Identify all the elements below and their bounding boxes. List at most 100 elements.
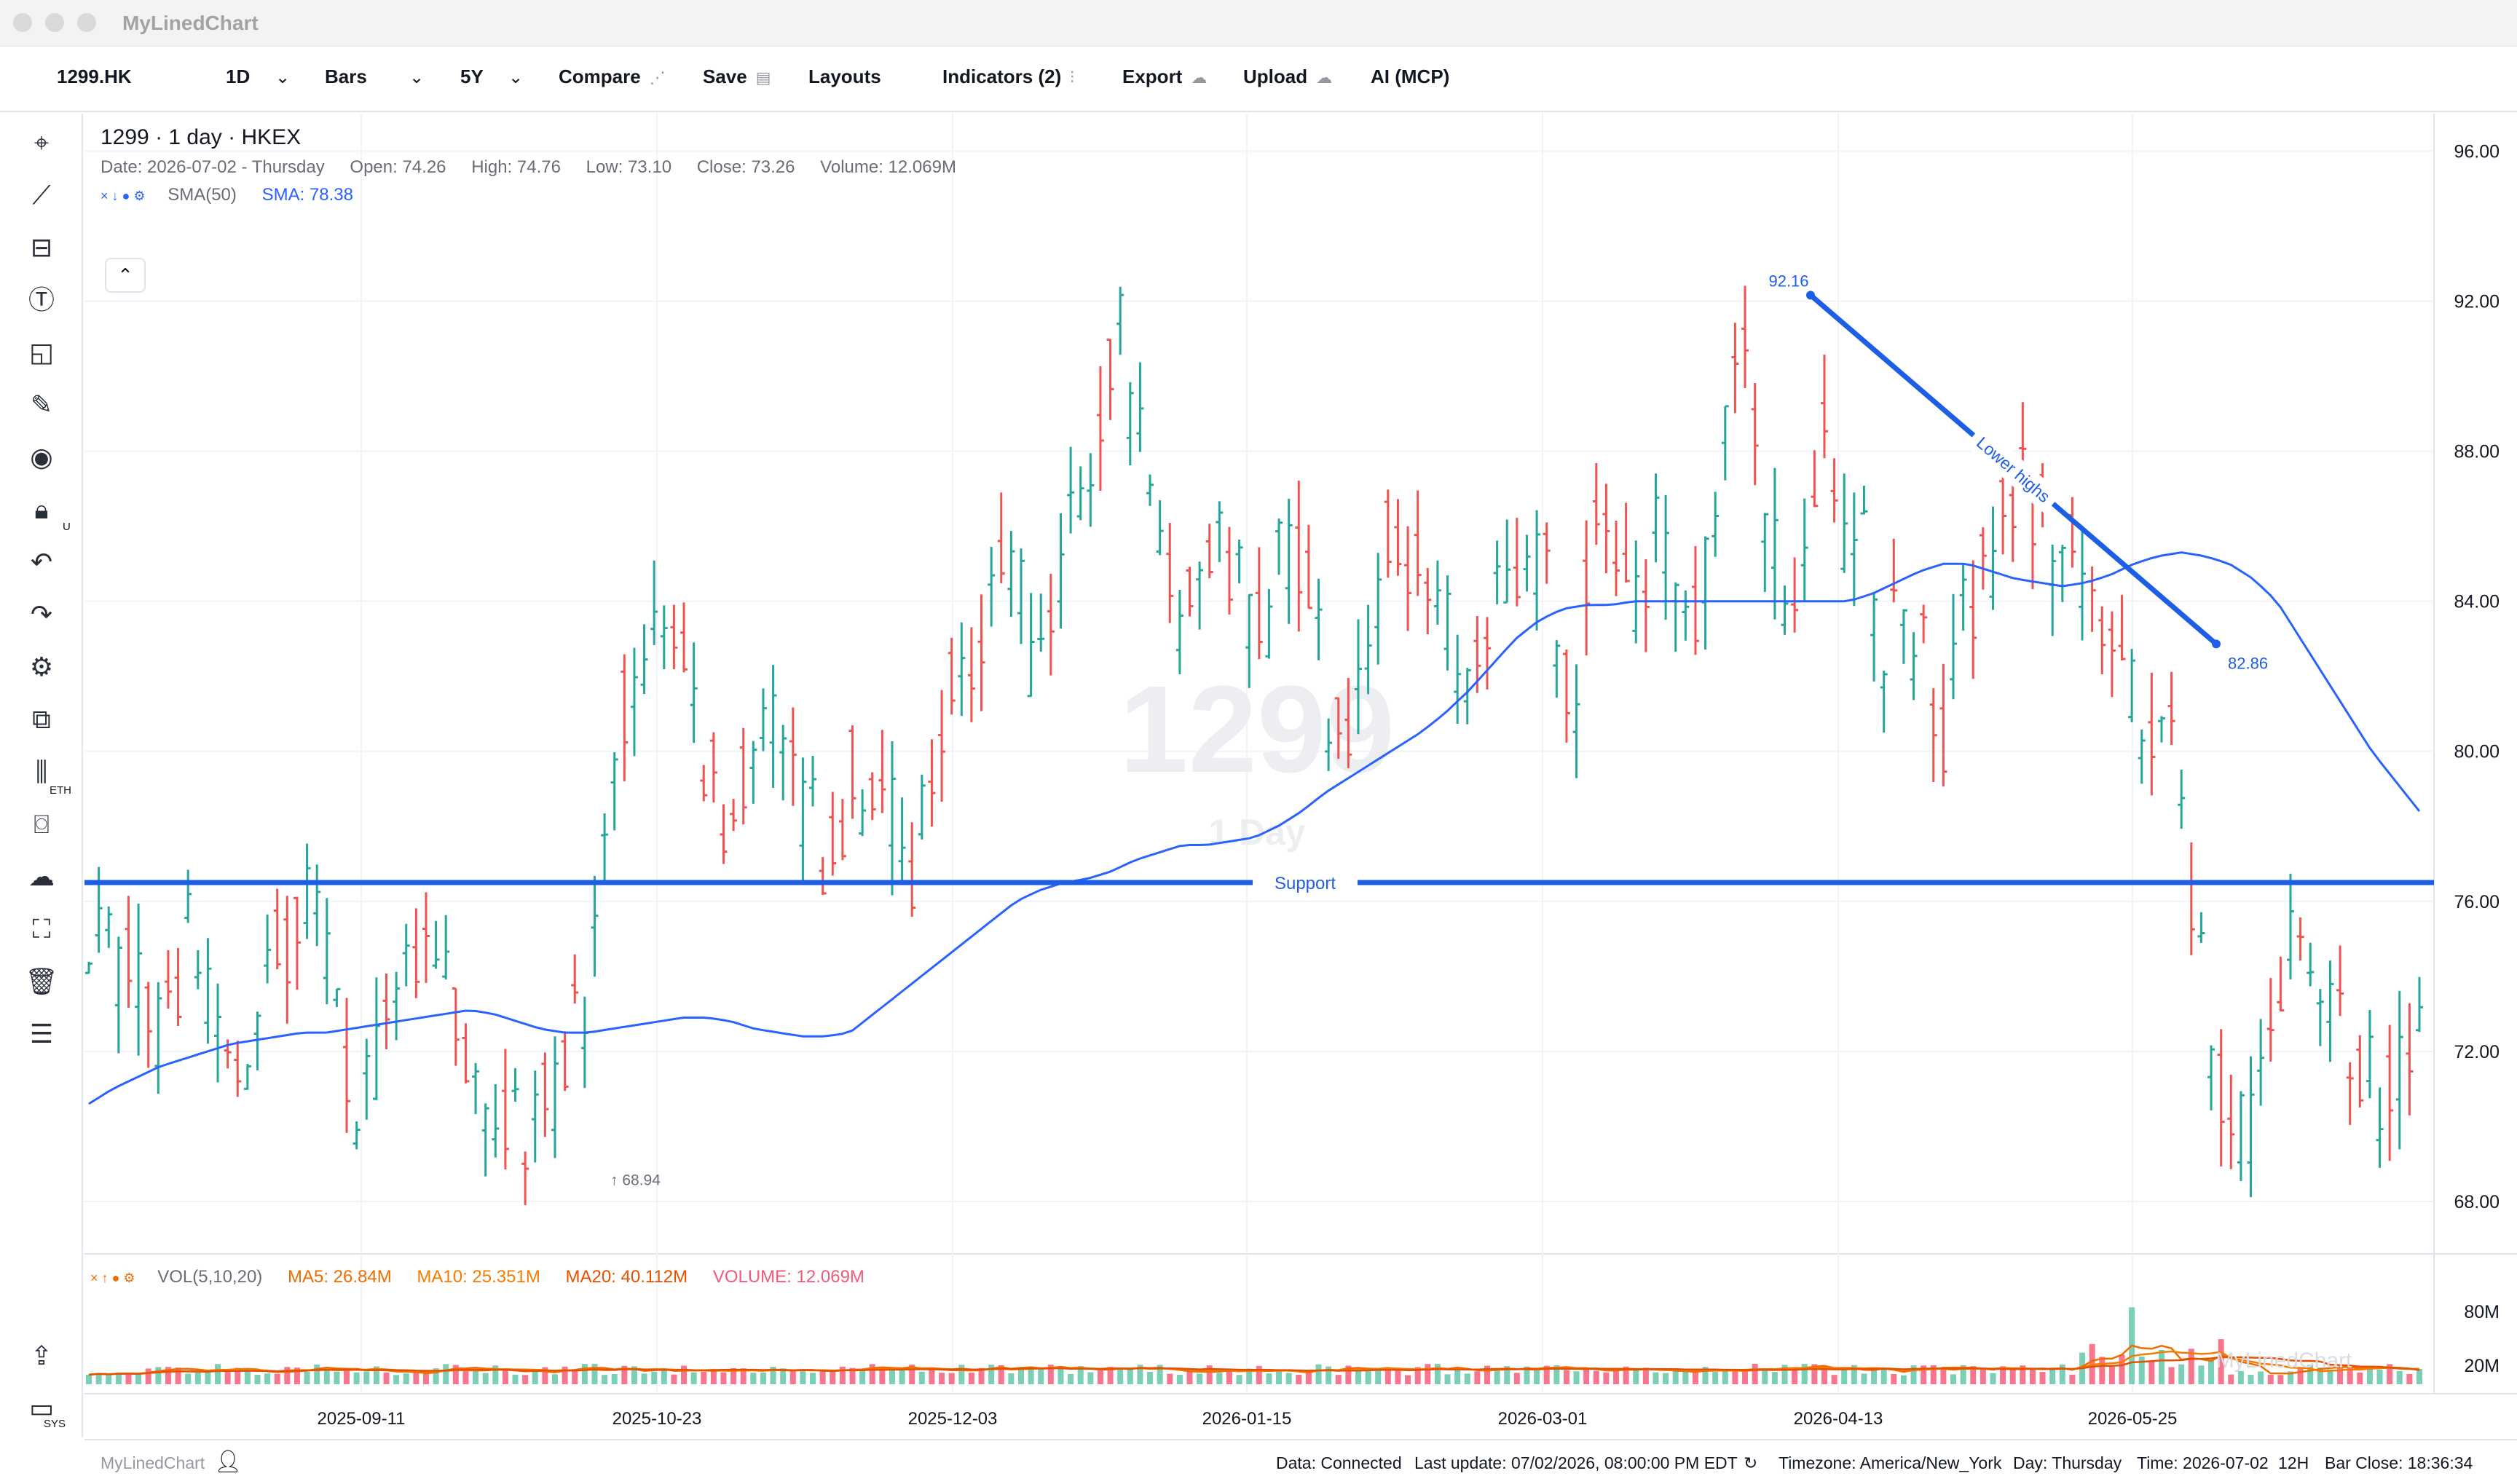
trendline-icon[interactable]: ⟋ <box>32 181 51 210</box>
undo-icon[interactable]: ↶ <box>30 548 53 577</box>
volume-controls-icon[interactable]: × ↑ ● ⚙ <box>90 1271 135 1285</box>
volume-bar <box>1464 1373 1470 1384</box>
share-icon[interactable]: ⇪ <box>30 1341 53 1371</box>
volume-bar <box>235 1367 241 1384</box>
layouts-button[interactable]: Layouts <box>808 66 881 87</box>
chart-type-button[interactable]: Bars <box>325 66 367 87</box>
volume-legend: × ↑ ● ⚙ VOL(5,10,20) MA5: 26.84M MA10: 2… <box>87 1267 885 1287</box>
shapes-icon[interactable]: ◱ <box>28 338 54 368</box>
export-button[interactable]: Export ☁ <box>1122 66 1207 88</box>
sys-icon[interactable]: ▭ SYS <box>28 1394 66 1430</box>
lock-icon[interactable]: 🔒︎ U <box>34 495 71 533</box>
volume-bar <box>1157 1365 1163 1384</box>
window-close-button[interactable] <box>13 13 32 32</box>
volume-bar <box>899 1370 905 1384</box>
volume-bar <box>542 1367 548 1384</box>
volume-bar <box>194 1372 201 1384</box>
volume-bar <box>334 1371 340 1384</box>
sliders-icon[interactable]: ☰ <box>29 1019 54 1049</box>
volume-bar <box>789 1371 796 1384</box>
legend-ohlc: Date: 2026-07-02 - Thursday Open: 74.26 … <box>101 157 977 178</box>
volume-bar <box>2029 1369 2036 1384</box>
eye-icon[interactable]: ◉ <box>30 443 53 473</box>
hours-toggle[interactable]: 12H <box>2278 1453 2309 1472</box>
volume-bar <box>621 1365 628 1384</box>
volume-bar <box>2049 1368 2056 1384</box>
indicators-button[interactable]: Indicators (2) ⫶ <box>942 66 1074 88</box>
volume-bar <box>314 1364 320 1384</box>
ai-mcp-button[interactable]: AI (MCP) <box>1371 66 1450 87</box>
collapse-legend-button[interactable]: ⌃ <box>105 258 146 293</box>
text-icon[interactable]: Ⓣ <box>28 285 55 315</box>
volume-bar <box>413 1372 420 1384</box>
volume-bar <box>1811 1364 1818 1384</box>
fib-icon[interactable]: ⊟ <box>30 233 53 263</box>
volume-bar <box>1871 1368 1878 1384</box>
volume-bar <box>1246 1368 1253 1384</box>
chevron-down-icon[interactable]: ⌄ <box>275 68 291 87</box>
volume-bar <box>2009 1369 2016 1384</box>
symbol-search-button[interactable]: 1299.HK <box>57 66 132 87</box>
compare-icon[interactable]: ⧉ <box>32 705 51 735</box>
volume-bar <box>1880 1367 1887 1384</box>
volume-bar <box>1375 1368 1382 1384</box>
window-zoom-button[interactable] <box>77 13 96 32</box>
volume-bar <box>1405 1375 1411 1384</box>
camera-icon[interactable]: ⌼ <box>34 810 50 840</box>
eth-icon[interactable]: ⫼ ETH <box>35 757 71 797</box>
upload-button[interactable]: Upload ☁ <box>1243 66 1332 88</box>
sma-controls-icon[interactable]: × ↓ ● ⚙ <box>101 189 146 203</box>
volume-bar <box>95 1373 102 1384</box>
volume-bar <box>284 1367 291 1384</box>
volume-bar <box>274 1373 280 1384</box>
timezone[interactable]: Timezone: America/New_York <box>1779 1453 2002 1472</box>
volume-bar <box>2258 1371 2264 1384</box>
volume-bar <box>344 1368 350 1384</box>
sys-label: SYS <box>44 1418 66 1430</box>
sma-name[interactable]: SMA(50) <box>168 185 237 205</box>
refresh-icon[interactable]: ↻ <box>1744 1453 1758 1472</box>
volume-bar <box>462 1370 469 1384</box>
volume-bar <box>1642 1367 1649 1384</box>
time-tick-label: 2025-10-23 <box>612 1409 702 1429</box>
volume-bar <box>1513 1373 1520 1384</box>
range-button[interactable]: 5Y <box>460 66 484 87</box>
fullscreen-icon[interactable]: ⛶ <box>32 915 51 944</box>
redo-icon[interactable]: ↷ <box>30 600 53 630</box>
export-label: Export <box>1122 66 1183 87</box>
settings-icon[interactable]: ⚙ <box>29 652 54 682</box>
volume-bar <box>602 1375 608 1384</box>
weather-icon[interactable]: ☁ <box>28 862 55 892</box>
chevron-down-icon[interactable]: ⌄ <box>508 68 524 87</box>
volume-bar <box>562 1366 568 1384</box>
chevron-down-icon[interactable]: ⌄ <box>409 68 425 87</box>
interval-button[interactable]: 1D <box>226 66 251 87</box>
volume-bar <box>1950 1374 1956 1384</box>
volume-bar <box>1722 1370 1728 1384</box>
volume-bar <box>1365 1367 1371 1384</box>
legend-low: Low: 73.10 <box>586 157 672 177</box>
time-tick-label: 2025-09-11 <box>318 1409 406 1429</box>
volume-bar <box>810 1373 816 1384</box>
volume-bar <box>939 1373 945 1384</box>
user-icon[interactable]: 👤︎ <box>214 1450 243 1474</box>
volume-bar <box>849 1367 856 1384</box>
upload-label: Upload <box>1243 66 1308 87</box>
pencil-icon[interactable]: ✎ <box>30 390 53 420</box>
volume-name[interactable]: VOL(5,10,20) <box>157 1267 263 1287</box>
volume-bar <box>591 1363 598 1384</box>
volume-bar <box>641 1373 647 1384</box>
volume-bar <box>929 1369 935 1384</box>
window-minimize-button[interactable] <box>45 13 64 32</box>
compare-button[interactable]: Compare ⋰ <box>559 66 666 88</box>
trash-icon[interactable]: 🗑︎ <box>25 967 58 997</box>
volume-bar <box>2337 1366 2344 1384</box>
save-button[interactable]: Save ▤ <box>703 66 771 88</box>
volume-bar <box>1276 1370 1283 1384</box>
volume-bar <box>1851 1365 1857 1384</box>
volume-bar <box>2059 1364 2065 1384</box>
legend-volume: Volume: 12.069M <box>820 157 956 177</box>
crosshair-icon[interactable]: ⌖ <box>34 128 50 158</box>
time-tick-label: 2026-01-15 <box>1202 1409 1292 1429</box>
